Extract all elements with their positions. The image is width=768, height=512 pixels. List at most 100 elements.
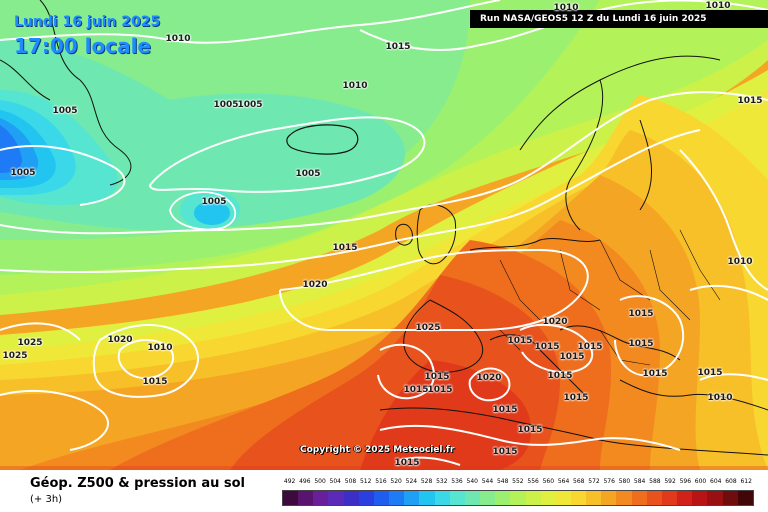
legend-swatch xyxy=(313,491,329,505)
legend-tick-label: 552 xyxy=(512,478,524,485)
legend-tick-label: 592 xyxy=(664,478,676,485)
legend-tick-label: 532 xyxy=(436,478,448,485)
legend-swatch xyxy=(404,491,420,505)
legend-tick-label: 600 xyxy=(694,478,707,485)
legend-tick-label: 568 xyxy=(573,478,585,485)
isobar-label: 1025 xyxy=(2,351,28,361)
legend-tick-label: 500 xyxy=(314,478,326,485)
isobar-label: 1015 xyxy=(385,42,411,52)
isobar-label: 1015 xyxy=(559,352,585,362)
isobar-label: 1010 xyxy=(727,257,753,267)
isobar-label: 1015 xyxy=(628,339,654,349)
legend-tick-label: 556 xyxy=(527,478,539,485)
legend-tick-label: 540 xyxy=(466,478,478,485)
legend-swatch xyxy=(343,491,359,505)
legend-swatch xyxy=(298,491,314,505)
legend-swatch xyxy=(555,491,571,505)
isobar-label: 1015 xyxy=(492,405,518,415)
isobar-label: 1015 xyxy=(563,393,589,403)
legend-tick-label: 536 xyxy=(451,478,463,485)
isobar-label: 1025 xyxy=(415,323,441,333)
legend-tick-label: 504 xyxy=(329,478,341,485)
legend-swatch xyxy=(449,491,465,505)
greenland-coast xyxy=(0,0,132,186)
legend-swatch xyxy=(722,491,738,505)
isobar-label: 1005 xyxy=(213,100,239,110)
legend-swatch xyxy=(328,491,344,505)
legend-color-bar xyxy=(282,490,754,506)
map-title: Géop. Z500 & pression au sol xyxy=(30,476,245,491)
isobar-label: 1005 xyxy=(52,106,78,116)
legend-swatch xyxy=(283,491,299,505)
isobar-label: 1015 xyxy=(577,342,603,352)
legend-tick-label: 560 xyxy=(542,478,555,485)
legend-tick-label: 604 xyxy=(710,478,722,485)
legend-tick-label: 524 xyxy=(405,478,418,485)
legend-tick-label: 584 xyxy=(633,478,646,485)
iceland-coast xyxy=(286,124,359,155)
legend-swatch xyxy=(495,491,511,505)
map-subtitle: (+ 3h) xyxy=(30,494,63,505)
isobar-label: 1015 xyxy=(628,309,654,319)
legend-swatch xyxy=(616,491,632,505)
z500-band-528-low xyxy=(194,201,230,225)
legend-tick-label: 588 xyxy=(649,478,661,485)
legend-tick-label: 492 xyxy=(283,478,296,485)
legend-swatch xyxy=(510,491,526,505)
isobar-label: 1015 xyxy=(142,377,168,387)
z500-band-520 xyxy=(0,125,22,173)
legend-swatch xyxy=(373,491,390,505)
legend-tick-label: 496 xyxy=(299,478,311,485)
legend-swatch xyxy=(631,491,647,505)
legend-tick-label: 576 xyxy=(603,478,615,485)
legend-swatch xyxy=(707,491,723,505)
isobar-label: 1005 xyxy=(201,197,227,207)
isobar-label: 1015 xyxy=(697,368,723,378)
legend-tick-label: 544 xyxy=(481,478,494,485)
legend-tick-label: 612 xyxy=(740,478,752,485)
isobar-label: 1015 xyxy=(507,336,533,346)
legend-tick-label: 580 xyxy=(618,478,631,485)
legend-swatch xyxy=(434,491,450,505)
forecast-date: Lundi 16 juin 2025 xyxy=(14,14,161,30)
isobar-label: 1015 xyxy=(427,385,453,395)
legend-swatch xyxy=(586,491,602,505)
forecast-local-time: 17:00 locale xyxy=(14,34,151,58)
isobar-label: 1015 xyxy=(534,342,560,352)
copyright-notice: Copyright © 2025 Meteociel.fr xyxy=(300,445,455,455)
isobar-label: 1015 xyxy=(403,385,429,395)
legend-swatch xyxy=(692,491,708,505)
isobar-label: 1005 xyxy=(295,169,321,179)
isobar-label: 1025 xyxy=(17,338,43,348)
legend-tick-label: 528 xyxy=(420,478,433,485)
isobar-label: 1015 xyxy=(424,372,450,382)
color-legend: 492 496 500 504 508 512 516 520 524 528 532 536 540 5… xyxy=(282,478,754,508)
isobar-label: 1005 xyxy=(237,100,263,110)
legend-swatch xyxy=(480,491,496,505)
isobar-label: 1010 xyxy=(147,343,173,353)
europe-coast xyxy=(403,238,768,411)
isobar-label: 1020 xyxy=(542,317,568,327)
isobar-label: 1015 xyxy=(394,458,420,468)
isobar-label: 1020 xyxy=(476,373,502,383)
legend-tick-label: 520 xyxy=(390,478,402,485)
legend-swatch xyxy=(358,491,374,505)
isobar-label: 1015 xyxy=(642,369,668,379)
map-bottom-edge xyxy=(0,466,768,470)
isobar-lines xyxy=(0,0,768,466)
legend-tick-label: 548 xyxy=(496,478,509,485)
legend-tick-label: 596 xyxy=(679,478,692,485)
legend-swatch xyxy=(525,491,541,505)
scandinavia-coast xyxy=(519,55,721,231)
north-africa-coast xyxy=(379,407,768,456)
legend-swatch xyxy=(601,491,617,505)
legend-tick-label: 564 xyxy=(557,478,570,485)
legend-swatch xyxy=(419,491,435,505)
isobar-label: 1015 xyxy=(332,243,358,253)
isobar-label: 1010 xyxy=(342,81,368,91)
geopotential-map xyxy=(0,0,768,470)
isobar-label: 1015 xyxy=(547,371,573,381)
legend-tick-labels: 492 496 500 504 508 512 516 520 524 528 532 536 540 5… xyxy=(282,478,754,488)
legend-swatch xyxy=(661,491,678,505)
